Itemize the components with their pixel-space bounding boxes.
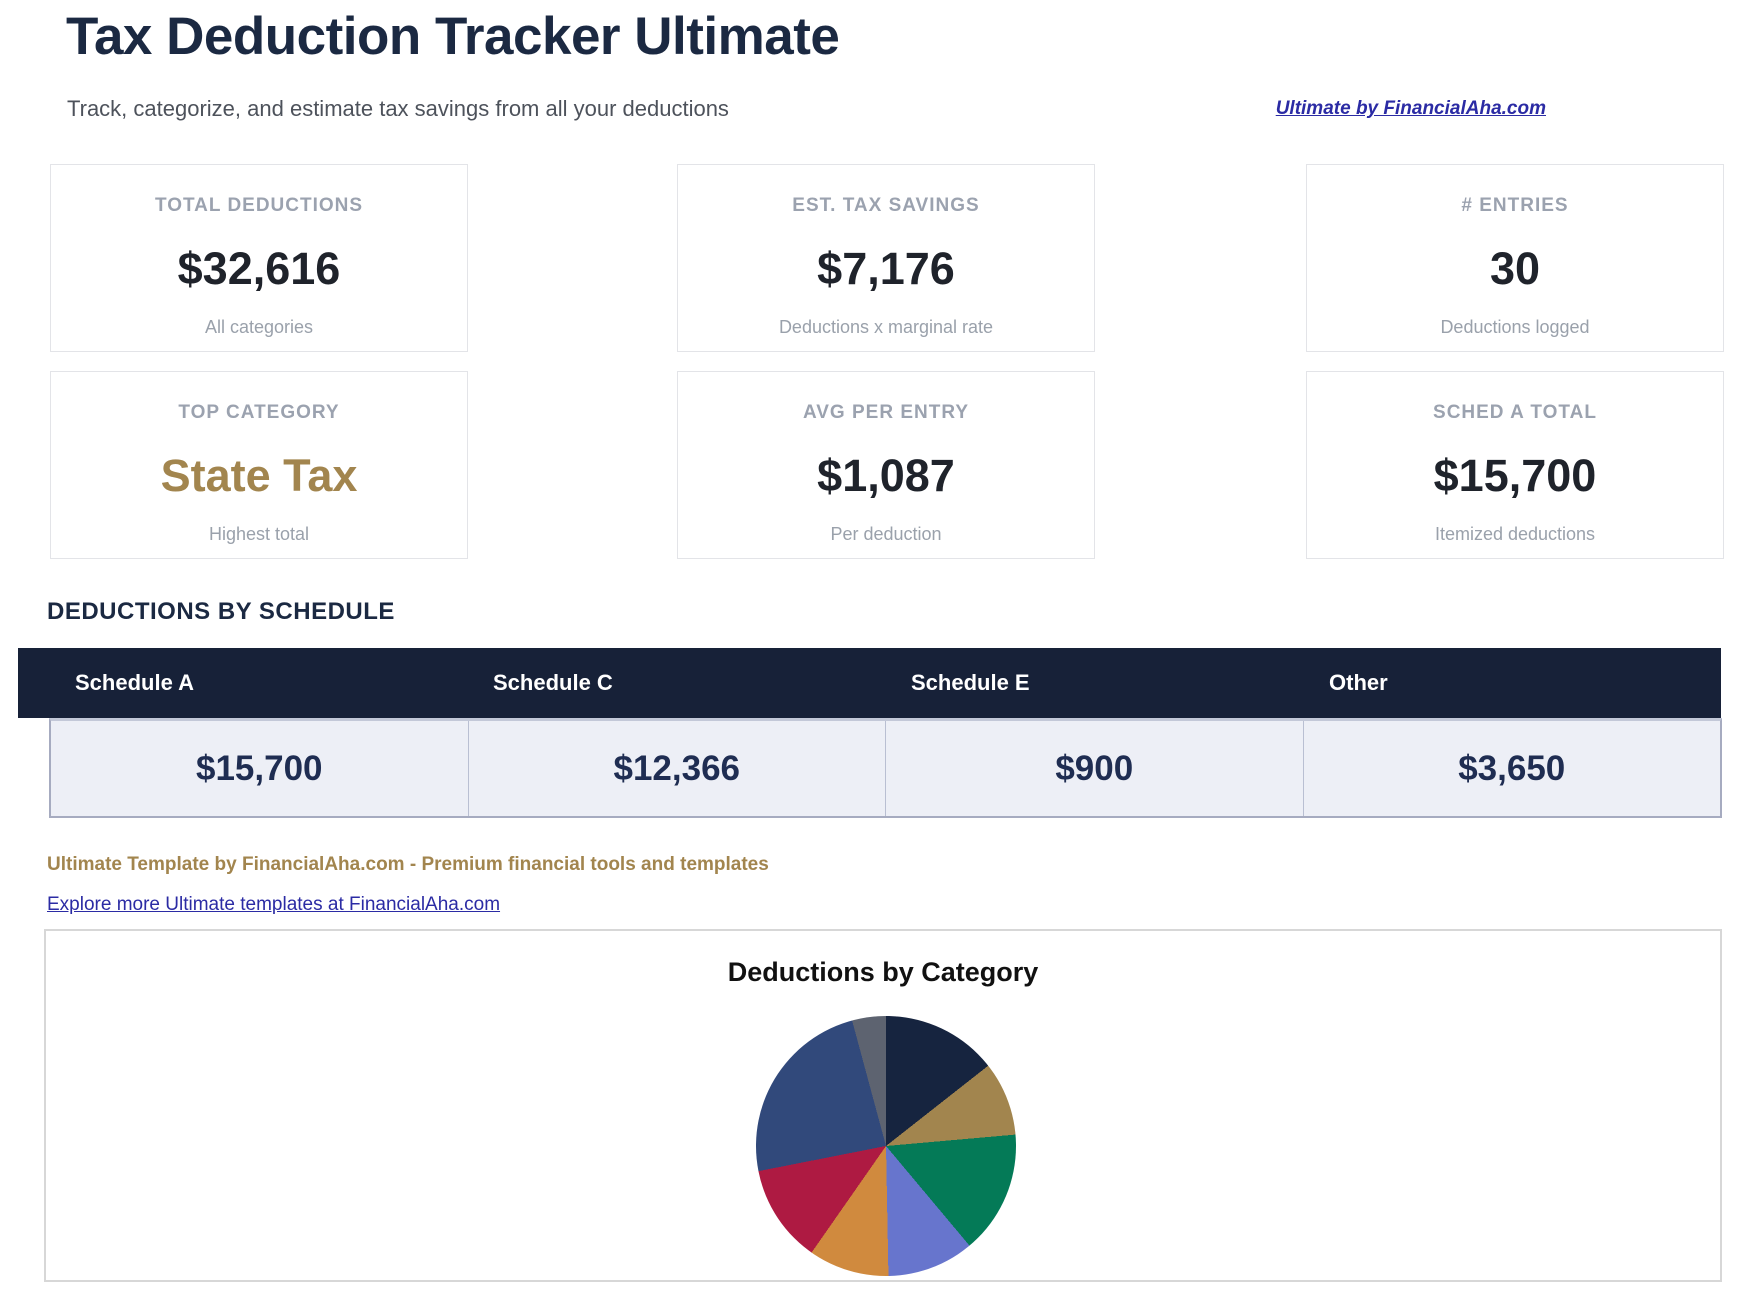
header-cell-schedule-e: Schedule E [911,670,1030,695]
stat-value: 30 [1489,243,1541,294]
stat-card-avg-per-entry: AVG PER ENTRY $1,087 Per deduction [677,371,1095,559]
stat-value: $15,700 [1433,450,1597,501]
pie-chart [756,1016,1016,1276]
stat-sublabel: Deductions logged [1440,317,1590,337]
stat-sublabel: All categories [204,317,314,337]
page-subtitle: Track, categorize, and estimate tax savi… [67,96,729,121]
value-cell-schedule-c: $12,366 [469,721,886,816]
value-cell-other: $3,650 [1458,748,1566,788]
stat-label: # ENTRIES [1461,195,1569,216]
stat-label: TOP CATEGORY [178,402,340,423]
brand-link[interactable]: Ultimate by FinancialAha.com [1275,98,1546,119]
header-cell-schedule-a: Schedule A [75,670,194,695]
stat-card-entries: # ENTRIES 30 Deductions logged [1306,164,1724,352]
stat-card-sched-a-total: SCHED A TOTAL $15,700 Itemized deduction… [1306,371,1724,559]
stat-value: State Tax [160,450,358,501]
chart-panel: Deductions by Category [44,929,1722,1282]
stat-card-top-category: TOP CATEGORY State Tax Highest total [50,371,468,559]
footer-credit: Ultimate Template by FinancialAha.com - … [47,854,769,875]
stat-label: TOTAL DEDUCTIONS [154,195,364,216]
stat-card-est-tax-savings: EST. TAX SAVINGS $7,176 Deductions x mar… [677,164,1095,352]
explore-link[interactable]: Explore more Ultimate templates at Finan… [47,894,501,915]
value-cell-schedule-e: $900 [886,721,1304,816]
header-cell-schedule-c: Schedule C [493,670,613,695]
stat-label: EST. TAX SAVINGS [792,195,980,216]
stat-label: AVG PER ENTRY [802,402,970,423]
stat-sublabel: Highest total [208,524,310,544]
schedule-table-header-row: Schedule A Schedule C Schedule E Other [49,648,1721,718]
schedule-table-header: Schedule A Schedule C Schedule E Other [18,648,1721,718]
schedule-table-row: $15,700 $12,366 $900 $3,650 [49,718,1722,818]
value-cell-schedule-a: $15,700 [51,721,469,816]
stat-sublabel: Deductions x marginal rate [778,317,994,337]
stat-label: SCHED A TOTAL [1433,402,1597,423]
stat-card-total-deductions: TOTAL DEDUCTIONS $32,616 All categories [50,164,468,352]
stat-value: $7,176 [817,243,955,294]
stat-value: $32,616 [177,243,341,294]
header-cell-other: Other [1329,670,1388,695]
stat-sublabel: Itemized deductions [1434,524,1596,544]
section-heading-deductions-by-schedule: DEDUCTIONS BY SCHEDULE [47,598,395,625]
chart-title: Deductions by Category [727,957,1039,987]
page-title: Tax Deduction Tracker Ultimate [66,7,840,66]
stat-value: $1,087 [817,450,955,501]
stat-sublabel: Per deduction [830,524,942,544]
